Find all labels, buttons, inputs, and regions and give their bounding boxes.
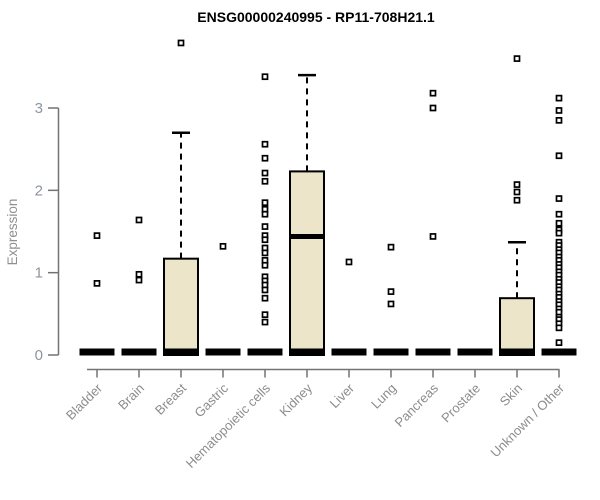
x-category-label: Pancreas [392,380,442,430]
outlier-point [261,169,269,177]
boxplot-unknown-other [541,94,577,356]
y-tick-label: 3 [35,100,43,117]
zero-bar [247,348,283,356]
outlier-point [555,195,563,202]
outlier-point [93,280,101,287]
outlier-point [555,94,563,102]
boxplot-gastric [205,242,241,356]
zero-bar [121,348,157,356]
boxplot-kidney [289,73,325,356]
outlier-point [261,154,269,162]
x-category-label: Lung [368,381,399,412]
outlier-point [513,196,521,204]
outlier-point [513,188,521,196]
outlier-point [555,229,563,237]
outlier-point [261,236,269,244]
outlier-point [429,233,437,240]
outlier-point [261,210,269,218]
outlier-point [261,223,269,230]
outlier-point [261,286,269,294]
zero-bar [163,348,199,356]
outlier-point [261,199,269,207]
y-axis-label: Expression [5,199,20,266]
outlier-point [429,104,437,112]
outlier-point [261,140,269,148]
outlier-point [261,177,269,185]
outlier-point [555,339,563,346]
outlier-point [261,261,269,269]
outlier-point [261,318,269,326]
x-category-label: Brain [115,381,147,413]
outlier-point [219,242,227,250]
outlier-point [555,107,563,114]
outlier-point [555,210,563,218]
outlier-point [555,116,563,124]
outlier-point [513,55,521,62]
y-tick-label: 2 [35,182,43,199]
x-category-label: Gastric [191,380,231,420]
boxplot-brain [121,216,157,356]
outlier-point [177,39,185,47]
outlier-point [555,152,563,160]
outlier-point [345,258,353,266]
iqr-box [289,170,325,356]
boxplot-lung [373,243,409,356]
iqr-box [499,297,535,357]
zero-bar [541,348,577,356]
outlier-point [387,300,395,308]
outlier-point [135,270,143,278]
zero-bar [457,348,493,356]
boxplot-bladder [79,232,115,356]
x-category-label: Prostate [438,381,483,426]
outlier-point [429,89,437,97]
chart-title: ENSG00000240995 - RP11-708H21.1 [197,9,435,25]
zero-bar [205,348,241,356]
x-category-label: Bladder [63,380,106,423]
outlier-point [555,219,563,227]
x-category-label: Kidney [276,380,315,419]
x-category-label: Unknown / Other [488,380,568,460]
boxplot-skin [499,55,535,357]
x-category-label: Liver [327,380,358,411]
outlier-point [135,276,143,284]
boxplot-pancreas [415,89,451,356]
x-category-label: Breast [152,380,189,417]
outlier-point [387,243,395,251]
outlier-point [555,324,563,332]
zero-bar [499,348,535,356]
boxplot-breast [163,39,199,357]
outlier-point [387,288,395,295]
zero-bar [289,348,325,356]
outlier-point [261,73,269,81]
outlier-point [261,294,269,302]
boxplot-marks-group [79,39,577,357]
outlier-point [513,181,521,188]
outlier-point [261,249,269,257]
x-category-label: Skin [497,381,525,409]
y-tick-label: 0 [35,347,43,364]
outlier-point [135,216,143,224]
outlier-point [261,311,269,319]
zero-bar [331,348,367,356]
y-tick-label: 1 [35,265,43,282]
boxplot-liver [331,258,367,356]
boxplot-hematopoietic-cells [247,73,283,356]
iqr-box [163,257,199,357]
zero-bar [373,348,409,356]
boxplot-prostate [457,348,493,356]
zero-bar [415,348,451,356]
outlier-point [93,232,101,239]
zero-bar [79,348,115,356]
